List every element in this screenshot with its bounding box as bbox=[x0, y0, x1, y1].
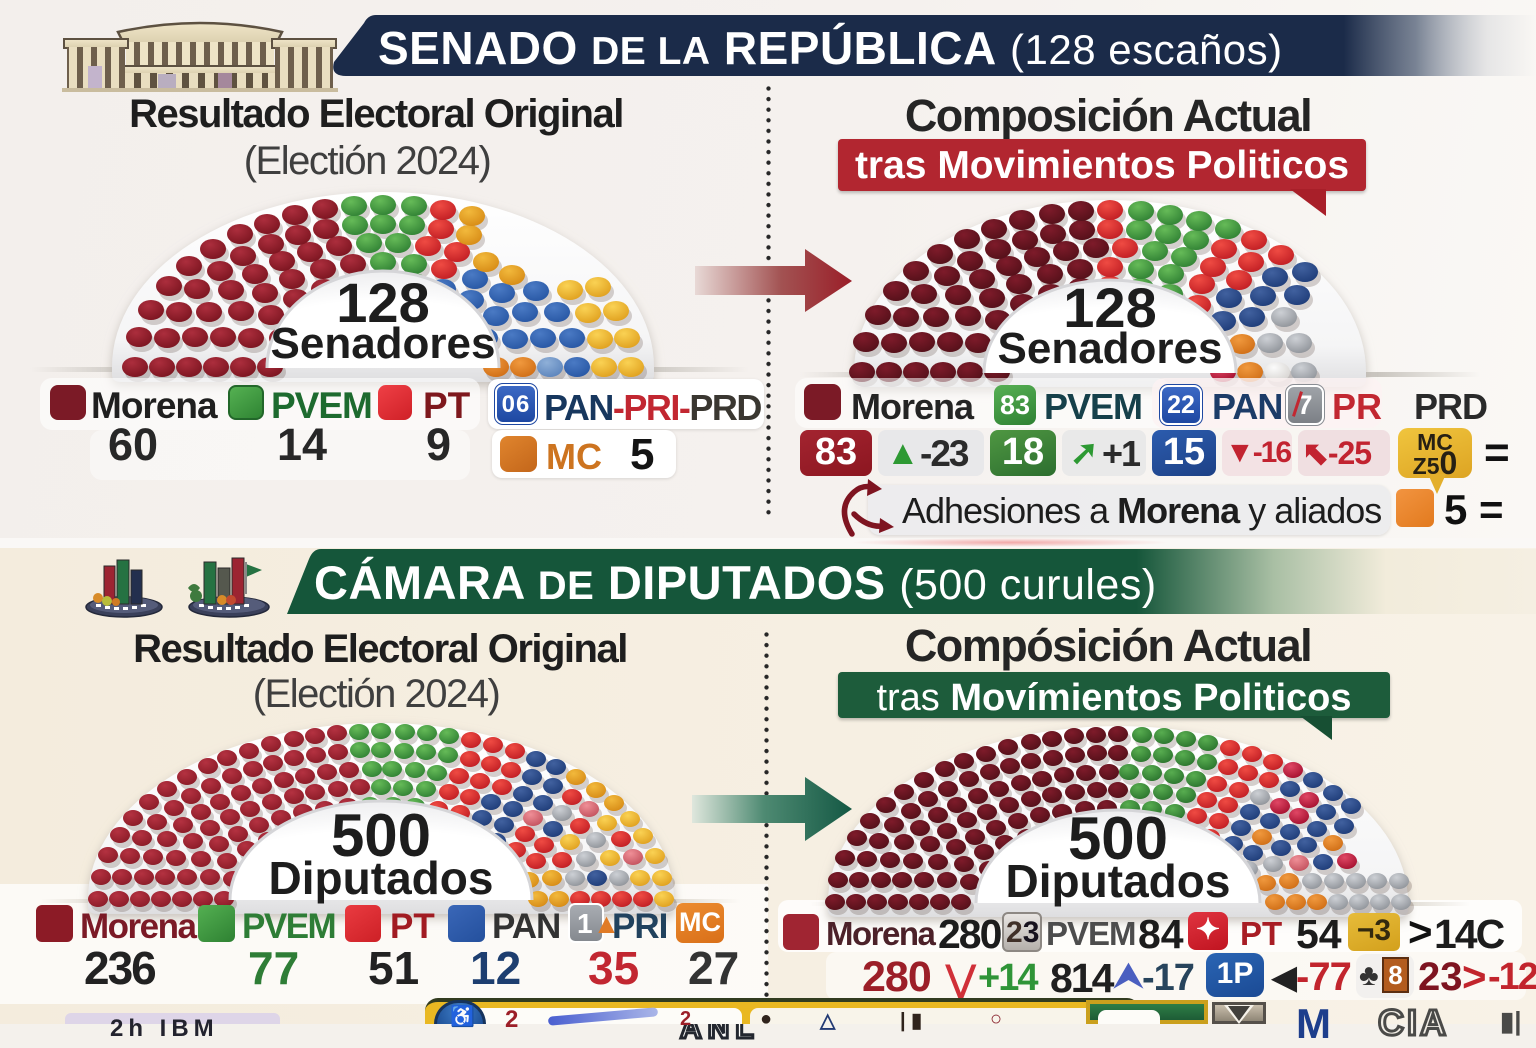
svg-text:Senadores: Senadores bbox=[998, 324, 1223, 373]
svg-text:500: 500 bbox=[331, 802, 431, 869]
svg-text:128: 128 bbox=[1063, 276, 1156, 339]
svg-text:Senadores: Senadores bbox=[271, 319, 496, 368]
svg-text:Diputados: Diputados bbox=[1006, 855, 1231, 907]
svg-text:128: 128 bbox=[336, 271, 429, 334]
svg-text:500: 500 bbox=[1068, 805, 1168, 872]
svg-text:Diputados: Diputados bbox=[269, 852, 494, 904]
